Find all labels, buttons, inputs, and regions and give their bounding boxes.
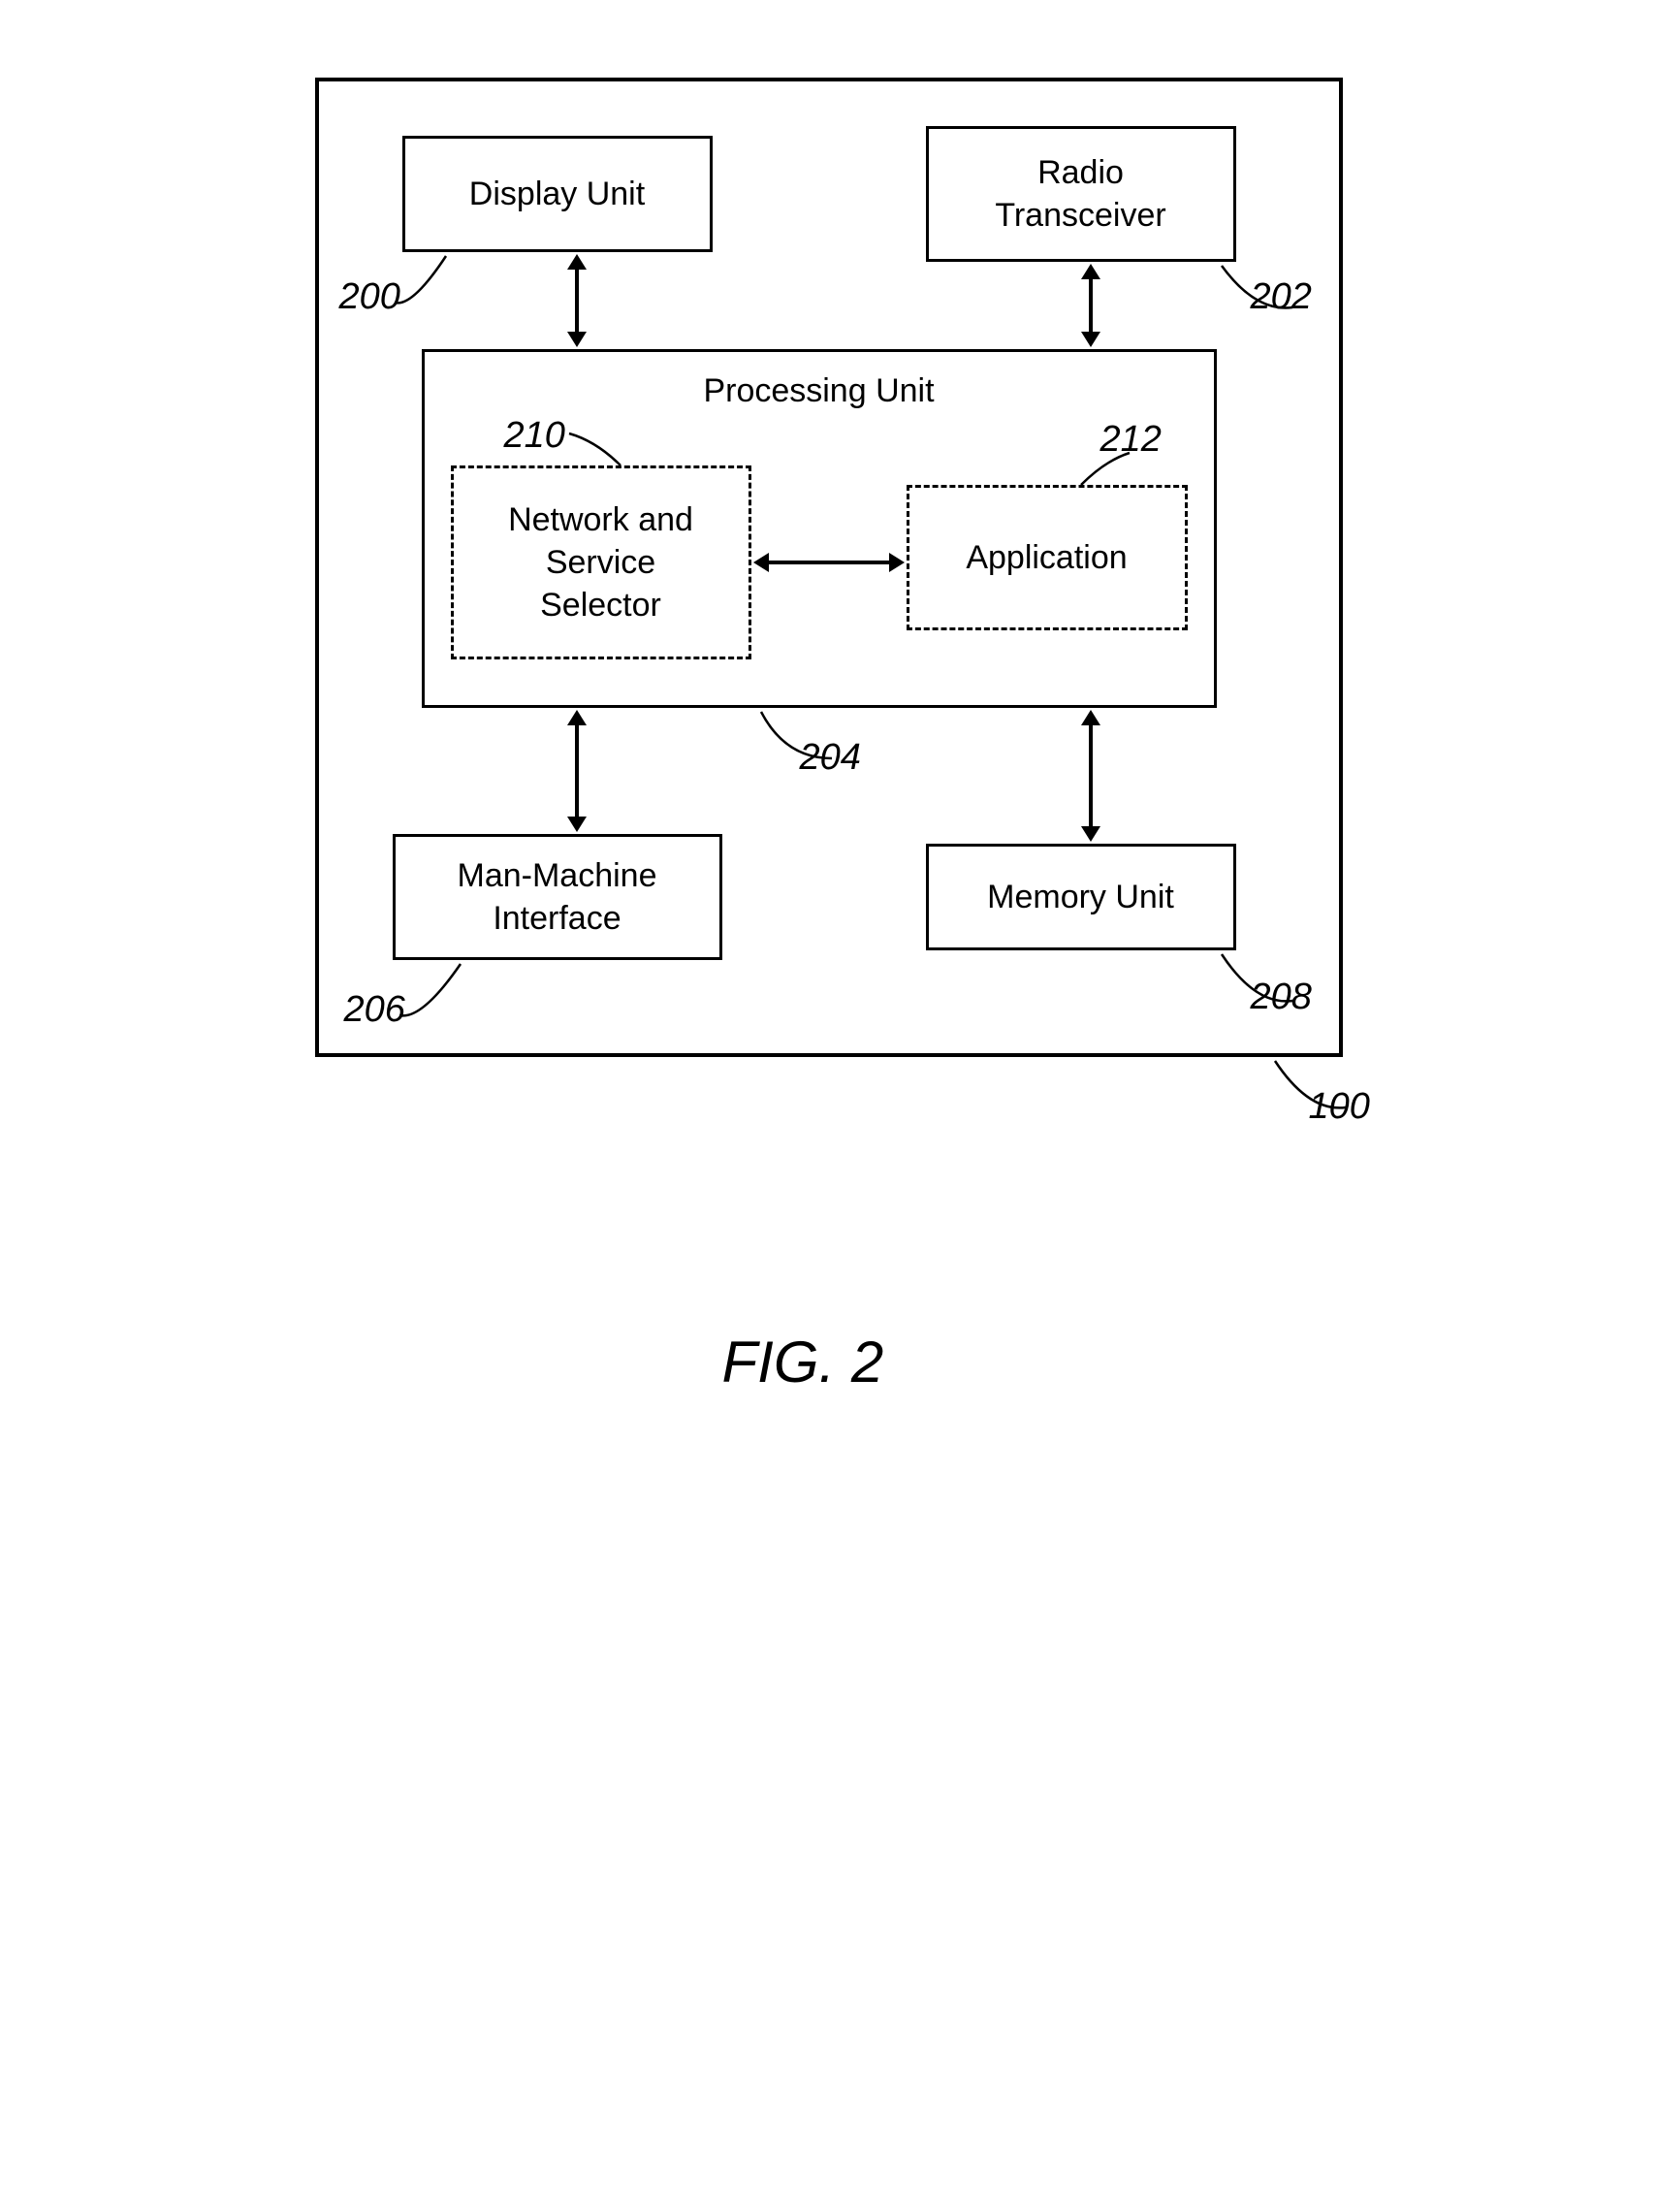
ref-208: 208 — [1251, 977, 1312, 1018]
arrow-display-processing — [562, 254, 591, 347]
arrow-selector-application — [753, 548, 905, 577]
memory-unit-block: Memory Unit — [926, 844, 1236, 950]
leader-200 — [393, 254, 480, 312]
ref-212: 212 — [1100, 419, 1162, 461]
radio-transceiver-block: RadioTransceiver — [926, 126, 1236, 262]
ref-100: 100 — [1309, 1086, 1370, 1128]
leader-210 — [567, 432, 625, 470]
radio-transceiver-label: RadioTransceiver — [995, 151, 1165, 237]
network-service-selector-label: Network andServiceSelector — [508, 498, 693, 627]
ref-202: 202 — [1251, 276, 1312, 318]
network-service-selector-block: Network andServiceSelector — [451, 465, 751, 659]
ref-206: 206 — [344, 989, 405, 1031]
ref-204: 204 — [800, 737, 861, 779]
application-block: Application — [907, 485, 1188, 630]
application-label: Application — [966, 536, 1127, 579]
figure-caption: FIG. 2 — [722, 1329, 884, 1395]
ref-210: 210 — [504, 415, 565, 457]
arrow-radio-processing — [1076, 264, 1105, 347]
mmi-label: Man-MachineInterface — [458, 854, 657, 940]
processing-unit-label: Processing Unit — [703, 369, 934, 412]
display-unit-block: Display Unit — [402, 136, 713, 252]
arrow-processing-mmi — [562, 710, 591, 832]
ref-200: 200 — [339, 276, 400, 318]
leader-206 — [398, 962, 485, 1020]
diagram-canvas: Display Unit RadioTransceiver Processing… — [247, 39, 1411, 1590]
arrow-processing-memory — [1076, 710, 1105, 842]
display-unit-label: Display Unit — [469, 173, 645, 215]
memory-unit-label: Memory Unit — [987, 876, 1174, 918]
mmi-block: Man-MachineInterface — [393, 834, 722, 960]
